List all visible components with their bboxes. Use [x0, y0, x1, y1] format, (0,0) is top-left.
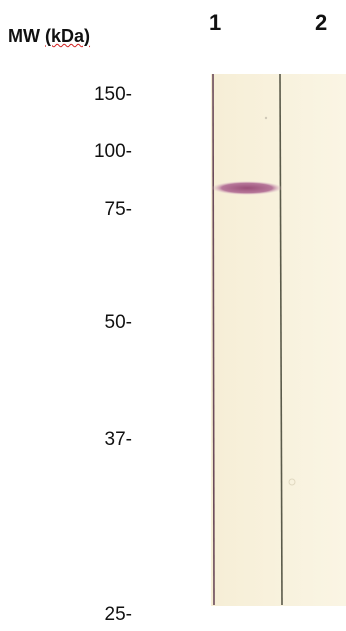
- marker-label: 100-: [94, 141, 132, 163]
- marker-label: 150-: [94, 84, 132, 106]
- lane-label: 2: [315, 10, 327, 36]
- marker-label: 50-: [105, 312, 132, 334]
- protein-band: [211, 181, 283, 195]
- marker-label: 75-: [105, 199, 132, 221]
- speck: [265, 117, 267, 119]
- axis-title-text: MW: [8, 26, 40, 46]
- lane-label: 1: [209, 10, 221, 36]
- figure: MW (kDa) 1 2 150- 100- 75- 50- 37- 25-: [0, 0, 346, 631]
- axis-title: MW (kDa): [8, 26, 90, 47]
- membrane-strip: [211, 74, 346, 606]
- axis-title-unit: (kDa): [45, 26, 90, 46]
- blot-image: [0, 0, 346, 631]
- lane-edge: [213, 74, 214, 605]
- marker-label: 25-: [105, 604, 132, 626]
- marker-label: 37-: [105, 429, 132, 451]
